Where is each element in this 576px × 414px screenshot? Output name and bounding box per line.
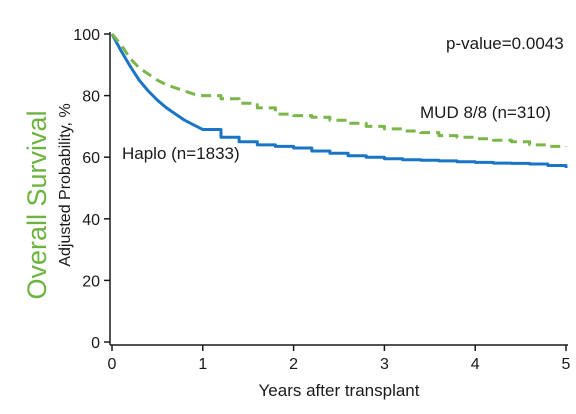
x-tick-label: 5 <box>562 356 571 373</box>
x-tick-label: 1 <box>198 356 207 373</box>
survival-curves <box>110 33 568 168</box>
side-title: Overall Survival <box>22 110 52 299</box>
series-line-mud <box>110 33 568 148</box>
y-tick-label: 80 <box>82 89 100 106</box>
y-tick-label: 100 <box>73 27 100 44</box>
x-tick-label: 2 <box>289 356 298 373</box>
series-label-haplo: Haplo (n=1833) <box>122 144 240 163</box>
x-tick-label: 3 <box>380 356 389 373</box>
y-tick-label: 20 <box>82 273 100 290</box>
y-axis-label: Adjusted Probability, % <box>57 103 74 266</box>
axis-ticks: 0 1 2 3 4 5 0 20 40 60 80 100 <box>73 27 570 373</box>
series-line-haplo <box>110 33 568 168</box>
p-value-label: p-value=0.0043 <box>446 34 564 53</box>
series-label-mud: MUD 8/8 (n=310) <box>420 103 551 122</box>
x-tick-label: 0 <box>108 356 117 373</box>
y-tick-label: 60 <box>82 150 100 167</box>
y-tick-label: 40 <box>82 212 100 229</box>
y-tick-label: 0 <box>91 335 100 352</box>
x-axis-label: Years after transplant <box>259 381 420 400</box>
x-tick-label: 4 <box>471 356 480 373</box>
